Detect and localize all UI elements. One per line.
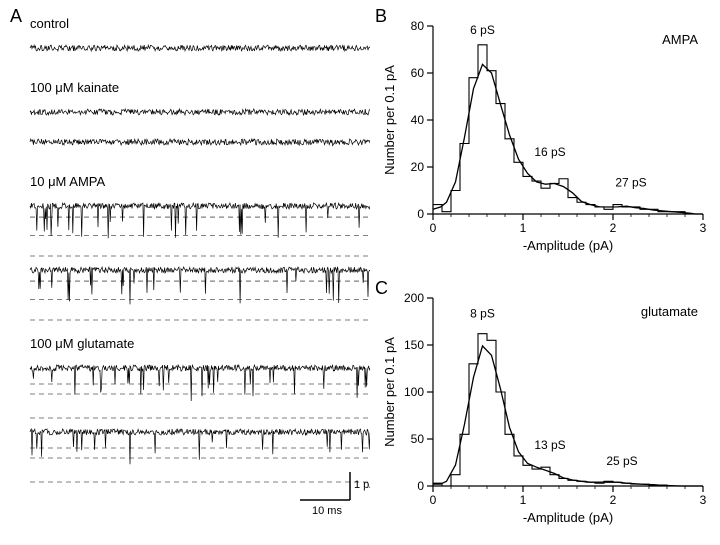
scalebar-y-label: 1 pA xyxy=(354,479,370,491)
peak-label: 13 pS xyxy=(534,438,565,452)
x-tick-label: 2 xyxy=(610,221,617,235)
trace-line xyxy=(30,365,370,401)
trace-group-label: 10 μM AMPA xyxy=(30,174,105,189)
panel-c-histogram: 0 1 2 3 0 50 100 150 200 8 pS 13 pS 25 pS glutamate -… xyxy=(378,286,718,541)
y-tick-label: 60 xyxy=(411,66,425,80)
y-tick-label: 50 xyxy=(411,432,425,446)
x-tick-label: 1 xyxy=(520,221,527,235)
trace-line xyxy=(30,139,370,146)
histogram-title: AMPA xyxy=(662,32,698,47)
histogram-outline xyxy=(433,334,703,486)
trace-line xyxy=(30,203,370,238)
peak-label: 16 pS xyxy=(534,145,565,159)
trace-group-label: control xyxy=(30,16,69,31)
x-tick-label: 2 xyxy=(610,493,617,507)
trace-group-label: 100 μM kainate xyxy=(30,80,119,95)
x-axis-label: -Amplitude (pA) xyxy=(523,510,613,525)
peak-label: 8 pS xyxy=(470,307,495,321)
y-axis-label: Number per 0.1 pA xyxy=(382,65,397,175)
y-tick-label: 0 xyxy=(417,207,424,221)
x-axis-label: -Amplitude (pA) xyxy=(523,238,613,253)
y-tick-label: 0 xyxy=(417,479,424,493)
x-tick-label: 0 xyxy=(430,221,437,235)
fit-curve xyxy=(433,346,703,486)
peak-label: 6 pS xyxy=(470,23,495,37)
x-tick-label: 1 xyxy=(520,493,527,507)
panel-a-traces: control100 μM kainate10 μM AMPA6 pS16271… xyxy=(10,10,370,540)
y-tick-label: 200 xyxy=(404,291,424,305)
y-axis-label: Number per 0.1 pA xyxy=(382,337,397,447)
trace-line xyxy=(30,45,370,51)
x-tick-label: 3 xyxy=(700,493,707,507)
scalebar-x-label: 10 ms xyxy=(312,505,342,517)
y-tick-label: 100 xyxy=(404,385,424,399)
y-tick-label: 40 xyxy=(411,113,425,127)
trace-group-label: 100 μM glutamate xyxy=(30,336,134,351)
y-tick-label: 80 xyxy=(411,19,425,33)
trace-line xyxy=(30,109,370,115)
peak-label: 25 pS xyxy=(606,454,637,468)
trace-line xyxy=(30,267,370,304)
histogram-outline xyxy=(433,45,703,214)
panel-b-histogram: 0 1 2 3 0 20 40 60 80 6 pS 16 pS 27 pS AMPA -Amplitud… xyxy=(378,14,718,269)
trace-line xyxy=(30,429,370,464)
peak-label: 27 pS xyxy=(615,176,646,190)
figure: A control100 μM kainate10 μM AMPA6 pS162… xyxy=(0,0,720,545)
x-tick-label: 0 xyxy=(430,493,437,507)
y-tick-label: 150 xyxy=(404,338,424,352)
histogram-title: glutamate xyxy=(641,304,698,319)
x-tick-label: 3 xyxy=(700,221,707,235)
y-tick-label: 20 xyxy=(411,160,425,174)
